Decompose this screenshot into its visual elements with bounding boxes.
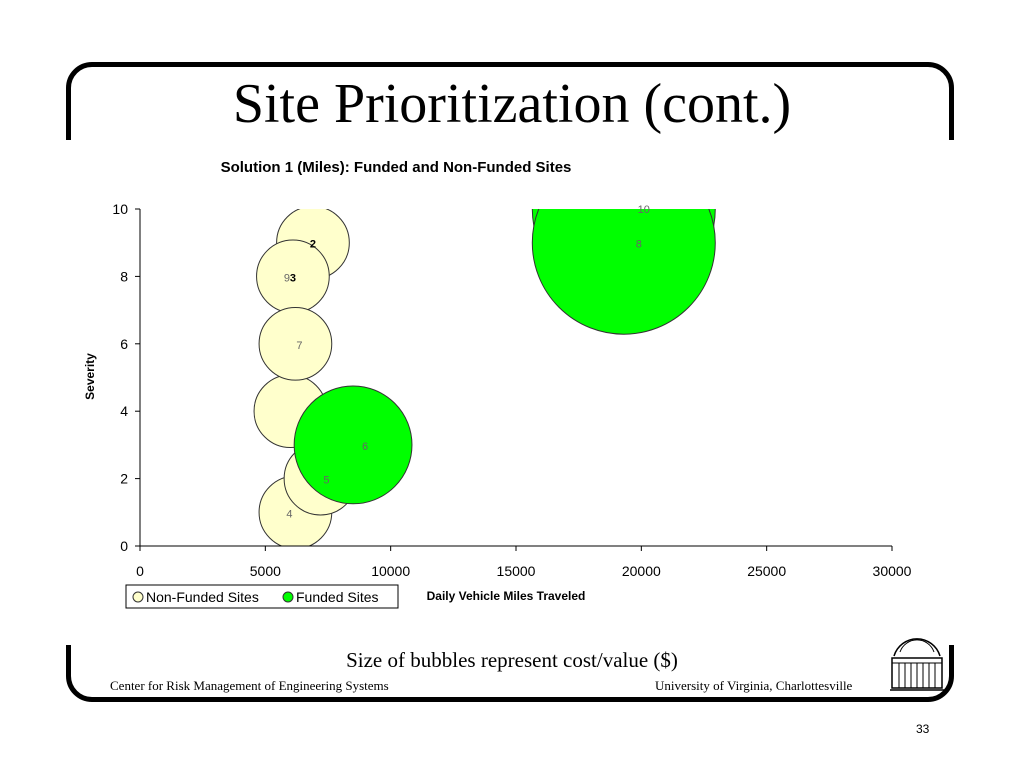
footer-left: Center for Risk Management of Engineerin… bbox=[110, 678, 389, 693]
chart-title: Solution 1 (Miles): Funded and Non-Funde… bbox=[221, 159, 572, 176]
legend-marker-non-funded bbox=[132, 591, 144, 603]
x-tick-label-20000: 20000 bbox=[622, 563, 661, 579]
data-label-7: 7 bbox=[296, 340, 302, 352]
x-tick-label-25000: 25000 bbox=[747, 563, 786, 579]
bubble-6 bbox=[293, 385, 413, 505]
bubble-layer bbox=[253, 209, 716, 546]
y-tick-label-0: 0 bbox=[120, 538, 128, 554]
x-tick-label-5000: 5000 bbox=[250, 563, 281, 579]
x-tick-label-15000: 15000 bbox=[497, 563, 536, 579]
y-tick-label-8: 8 bbox=[120, 268, 128, 284]
x-axis-label: Daily Vehicle Miles Traveled bbox=[427, 589, 586, 603]
university-logo-icon bbox=[890, 638, 944, 691]
bubble-8 bbox=[531, 209, 716, 335]
bubble-chart: Solution 1 (Miles): Funded and Non-Funde… bbox=[83, 159, 912, 609]
y-axis-label: Severity bbox=[83, 353, 97, 400]
legend-label-funded: Funded Sites bbox=[296, 589, 379, 605]
legend-label-non-funded: Non-Funded Sites bbox=[146, 589, 259, 605]
data-label-5: 5 bbox=[323, 475, 329, 487]
y-tick-label-2: 2 bbox=[120, 471, 128, 487]
data-label-3: 3 bbox=[290, 272, 296, 284]
footer-right: University of Virginia, Charlottesville bbox=[655, 678, 853, 693]
legend-box bbox=[125, 584, 399, 609]
data-label-6: 6 bbox=[362, 441, 368, 453]
page-number: 33 bbox=[916, 722, 930, 736]
x-tick-label-0: 0 bbox=[136, 563, 144, 579]
legend-marker-funded bbox=[282, 591, 294, 603]
data-label-4: 4 bbox=[286, 508, 292, 520]
y-tick-label-10: 10 bbox=[112, 201, 128, 217]
bubble-7 bbox=[258, 306, 333, 381]
data-label-10: 10 bbox=[638, 204, 650, 216]
slide-title: Site Prioritization (cont.) bbox=[232, 73, 792, 135]
y-tick-label-6: 6 bbox=[120, 336, 128, 352]
chart-caption: Size of bubbles represent cost/value ($) bbox=[346, 648, 678, 672]
y-tick-label-4: 4 bbox=[120, 403, 128, 419]
data-label-9: 9 bbox=[284, 272, 290, 284]
x-tick-label-30000: 30000 bbox=[873, 563, 912, 579]
data-label-2: 2 bbox=[310, 239, 316, 251]
data-label-8: 8 bbox=[636, 239, 642, 251]
x-tick-label-10000: 10000 bbox=[371, 563, 410, 579]
chart-area: Solution 1 (Miles): Funded and Non-Funde… bbox=[66, 140, 954, 645]
